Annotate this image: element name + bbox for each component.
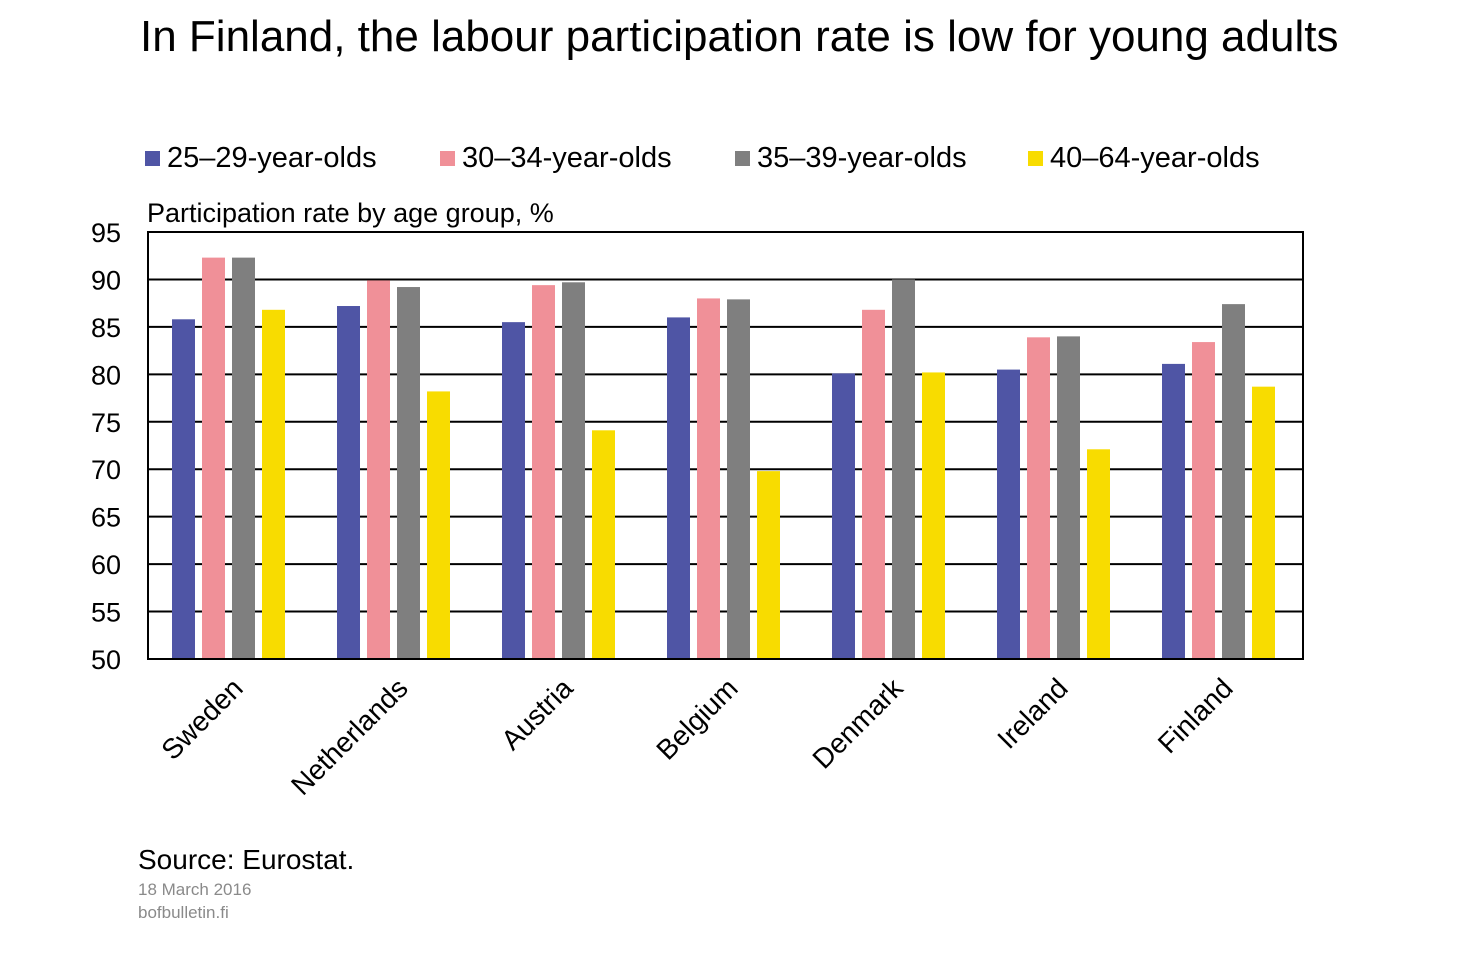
bar: [1162, 363, 1185, 659]
bar: [592, 430, 615, 659]
footer-site: bofbulletin.fi: [138, 903, 229, 922]
y-tick-label: 80: [91, 360, 121, 390]
bar: [1192, 342, 1215, 659]
x-tick-label: Austria: [495, 672, 579, 756]
bar: [1252, 386, 1275, 659]
bars: [172, 257, 1275, 659]
legend-label: 35–39-year-olds: [757, 142, 967, 174]
bar: [832, 373, 855, 659]
legend-label: 40–64-year-olds: [1050, 142, 1260, 174]
y-tick-label: 75: [91, 408, 121, 438]
y-tick-label: 90: [91, 265, 121, 295]
gridlines: [148, 278, 1303, 613]
bar: [172, 319, 195, 659]
legend-label: 30–34-year-olds: [462, 142, 672, 174]
legend-swatch: [440, 151, 455, 166]
bar: [862, 309, 885, 659]
bar: [1057, 336, 1080, 659]
bar: [727, 299, 750, 659]
bar: [202, 257, 225, 659]
x-tick-label: Ireland: [991, 672, 1073, 754]
legend-swatch: [145, 151, 160, 166]
bar: [427, 391, 450, 659]
y-tick-label: 85: [91, 313, 121, 343]
bar: [892, 279, 915, 659]
chart-title: In Finland, the labour participation rat…: [140, 12, 1339, 61]
y-tick-label: 70: [91, 455, 121, 485]
y-tick-label: 55: [91, 598, 121, 628]
bar: [562, 282, 585, 659]
source-note: Source: Eurostat.: [138, 844, 355, 875]
bar: [397, 287, 420, 659]
bar: [337, 306, 360, 659]
bar: [262, 309, 285, 659]
x-axis-ticks: Sweden Netherlands Austria Belgium Denmark Ir…: [155, 672, 1238, 801]
x-tick-label: Sweden: [155, 672, 248, 765]
footer-date: 18 March 2016: [138, 880, 252, 899]
bar: [697, 298, 720, 659]
y-tick-label: 50: [91, 645, 121, 675]
y-axis-ticks: 50 55 60 65 70 75 80 85 90 95: [91, 218, 121, 675]
bar: [667, 317, 690, 659]
x-tick-label: Finland: [1152, 672, 1239, 759]
x-tick-label: Belgium: [650, 672, 743, 765]
chart-subtitle: Participation rate by age group, %: [147, 198, 554, 228]
y-tick-label: 60: [91, 550, 121, 580]
legend-swatch: [1028, 151, 1043, 166]
y-tick-label: 65: [91, 503, 121, 533]
bar: [1027, 337, 1050, 659]
bar: [757, 471, 780, 659]
x-tick-label: Netherlands: [285, 672, 414, 801]
legend-label: 25–29-year-olds: [167, 142, 377, 174]
bar: [232, 257, 255, 659]
x-tick-label: Denmark: [806, 672, 909, 775]
y-tick-label: 95: [91, 218, 121, 248]
legend-swatch: [735, 151, 750, 166]
plot-frame: [147, 231, 1304, 660]
bar: [502, 322, 525, 659]
bar: [1087, 449, 1110, 659]
bar: [532, 285, 555, 659]
bar: [997, 369, 1020, 659]
bar: [922, 372, 945, 659]
bar: [367, 280, 390, 659]
bar: [1222, 304, 1245, 659]
